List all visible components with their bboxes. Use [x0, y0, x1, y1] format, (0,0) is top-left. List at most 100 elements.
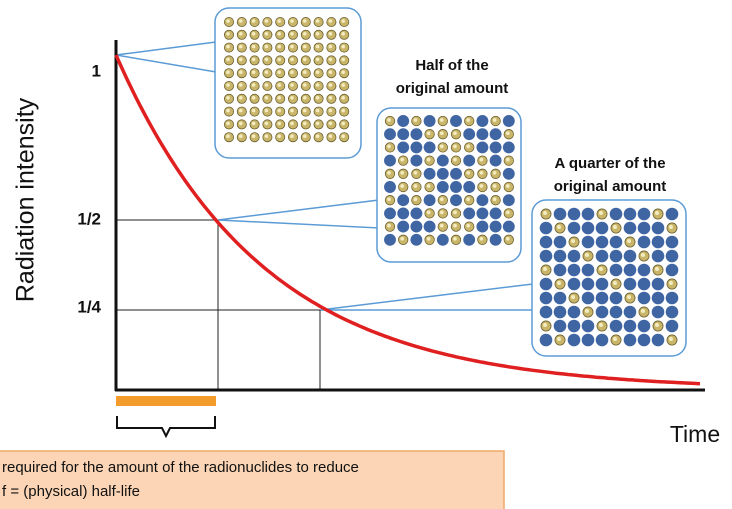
atom-highlight — [466, 223, 471, 228]
atom — [595, 249, 609, 263]
atom-highlight — [599, 323, 603, 327]
atom — [450, 194, 462, 207]
atom-highlight — [290, 121, 294, 126]
atom-highlight — [655, 267, 659, 271]
atom — [665, 305, 679, 319]
atom-highlight — [453, 157, 457, 162]
atom-highlight — [277, 44, 281, 49]
atom-highlight — [239, 19, 243, 23]
atom — [502, 220, 515, 233]
atom-highlight — [453, 144, 457, 149]
atom-highlight — [341, 70, 345, 74]
callout-pointer — [115, 41, 217, 73]
atom — [595, 221, 609, 235]
atom — [463, 128, 476, 141]
atom-highlight — [315, 19, 320, 23]
atom — [384, 154, 396, 167]
atom — [410, 233, 423, 246]
atom — [581, 221, 595, 235]
atom-highlight — [226, 108, 230, 113]
atom-highlight — [251, 83, 256, 87]
atom-highlight — [479, 157, 484, 162]
atom-highlight — [505, 157, 510, 162]
atom-highlight — [239, 134, 243, 138]
atom — [539, 249, 553, 263]
atom — [436, 233, 449, 246]
atom-highlight — [226, 134, 230, 138]
atom-highlight — [557, 337, 561, 341]
atom — [553, 291, 567, 305]
atom — [384, 207, 396, 220]
atom — [539, 235, 553, 249]
atom-highlight — [303, 57, 307, 62]
atom-highlight — [303, 108, 307, 113]
atom-highlight — [328, 83, 333, 87]
atom — [410, 220, 423, 233]
atom-highlight — [251, 134, 256, 138]
atom — [581, 333, 595, 347]
atom-highlight — [290, 19, 294, 23]
atom-highlight — [505, 184, 510, 188]
atom-highlight — [585, 253, 589, 257]
atom-highlight — [341, 121, 345, 126]
atom-highlight — [251, 108, 256, 113]
atom-highlight — [466, 118, 471, 122]
atom — [665, 319, 679, 333]
atom-highlight — [226, 121, 230, 126]
note-text: f = (physical) half-life — [2, 483, 140, 500]
atom-highlight — [264, 134, 269, 138]
atom — [637, 277, 651, 291]
atom-highlight — [341, 57, 345, 62]
atom — [410, 141, 423, 154]
atom-highlight — [341, 134, 345, 138]
atom-highlight — [290, 83, 294, 87]
atom-highlight — [226, 83, 230, 87]
atom-highlight — [328, 70, 333, 74]
callout-title: original amount — [554, 178, 667, 195]
decay-curve — [114, 54, 701, 386]
atom-highlight — [303, 19, 307, 23]
atom-highlight — [439, 197, 444, 202]
atom-highlight — [341, 19, 345, 23]
atom-highlight — [400, 236, 405, 241]
atom-highlight — [599, 211, 603, 215]
atom-highlight — [277, 57, 281, 62]
atom — [623, 263, 637, 277]
atom-highlight — [627, 239, 631, 243]
atom — [436, 181, 449, 193]
atom — [595, 235, 609, 249]
atom — [502, 115, 515, 127]
atom-highlight — [439, 131, 444, 136]
atom-highlight — [479, 184, 484, 188]
atom-highlight — [315, 70, 320, 74]
atom-highlight — [466, 170, 471, 175]
atom-highlight — [239, 121, 243, 126]
atom — [463, 207, 476, 220]
atom-highlight — [290, 108, 294, 113]
atom-highlight — [226, 70, 230, 74]
half-life-bar — [116, 396, 216, 406]
atom-highlight — [387, 223, 391, 228]
atom — [595, 277, 609, 291]
atom-highlight — [453, 210, 457, 215]
atom-highlight — [571, 295, 575, 299]
atom — [476, 207, 489, 220]
atom — [384, 128, 396, 141]
callout-pointer — [319, 283, 534, 311]
atom-highlight — [543, 267, 547, 271]
atom — [423, 194, 436, 207]
atom-highlight — [557, 281, 561, 285]
atom — [463, 154, 476, 167]
atom — [539, 221, 553, 235]
atom — [651, 333, 665, 347]
atom — [567, 333, 581, 347]
atom-highlight — [239, 44, 243, 49]
atom-highlight — [226, 44, 230, 49]
atom — [539, 305, 553, 319]
atom — [553, 263, 567, 277]
y-tick-label: 1/4 — [77, 297, 101, 316]
atom — [623, 333, 637, 347]
atom — [609, 249, 623, 263]
atom-highlight — [277, 134, 281, 138]
atom-highlight — [655, 211, 659, 215]
